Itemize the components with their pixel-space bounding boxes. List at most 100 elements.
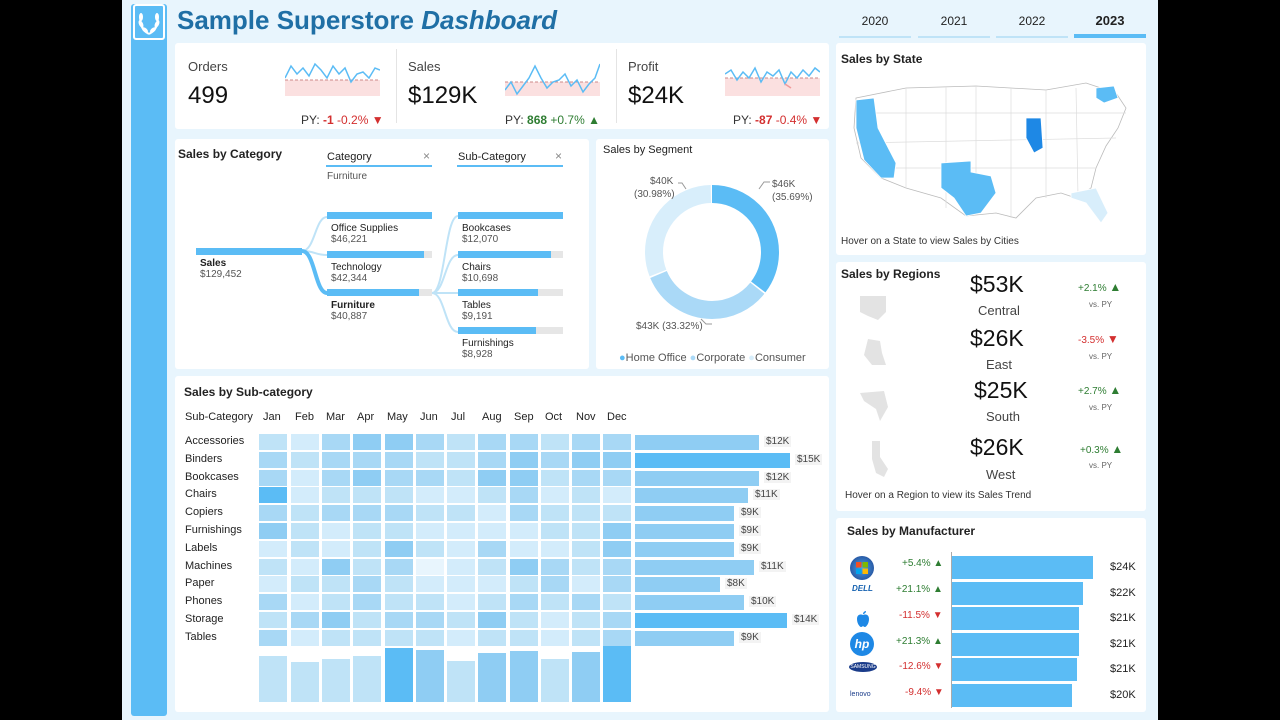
manufacturer-bar[interactable] — [952, 607, 1079, 631]
heatmap-cell[interactable] — [322, 505, 350, 522]
heatmap-cell[interactable] — [259, 540, 287, 557]
year-tab-2022[interactable]: 2022 — [996, 8, 1068, 38]
heatmap-cell[interactable] — [322, 558, 350, 575]
heatmap-cell[interactable] — [541, 487, 569, 504]
heatmap-cell[interactable] — [603, 576, 631, 593]
heatmap-cell[interactable] — [478, 523, 506, 539]
heatmap-cell[interactable] — [416, 451, 444, 468]
subcategory-total-bar[interactable] — [635, 630, 734, 646]
year-tab-2020[interactable]: 2020 — [839, 8, 911, 38]
heatmap-cell[interactable] — [385, 576, 413, 593]
heatmap-cell[interactable] — [322, 469, 350, 486]
heatmap-cell[interactable] — [353, 576, 381, 593]
category-col-header[interactable]: Category — [327, 151, 372, 163]
manufacturer-bar[interactable] — [952, 632, 1079, 656]
heatmap-cell[interactable] — [603, 540, 631, 557]
heatmap-cell[interactable] — [385, 540, 413, 557]
heatmap-cell[interactable] — [572, 434, 600, 450]
heatmap-cell[interactable] — [447, 487, 475, 504]
year-tab-2021[interactable]: 2021 — [918, 8, 990, 38]
subcategory-bar[interactable] — [458, 289, 538, 296]
heatmap-cell[interactable] — [478, 576, 506, 593]
heatmap-cell[interactable] — [572, 594, 600, 611]
heatmap-cell[interactable] — [510, 540, 538, 557]
donut-slice[interactable] — [645, 185, 779, 319]
heatmap-cell[interactable] — [478, 434, 506, 450]
heatmap-cell[interactable] — [416, 540, 444, 557]
heatmap-cell[interactable] — [478, 469, 506, 486]
heatmap-cell[interactable] — [541, 469, 569, 486]
heatmap-cell[interactable] — [603, 469, 631, 486]
heatmap-cell[interactable] — [322, 540, 350, 557]
heatmap-cell[interactable] — [478, 594, 506, 611]
root-bar[interactable] — [196, 248, 302, 255]
heatmap-cell[interactable] — [447, 558, 475, 575]
heatmap-cell[interactable] — [353, 540, 381, 557]
donut-slice[interactable] — [645, 185, 779, 319]
heatmap-cell[interactable] — [353, 558, 381, 575]
heatmap-cell[interactable] — [322, 451, 350, 468]
subcategory-bar[interactable] — [458, 251, 551, 258]
heatmap-cell[interactable] — [447, 576, 475, 593]
heatmap-cell[interactable] — [416, 629, 444, 646]
subcategory-total-bar[interactable] — [635, 613, 787, 628]
month-total-bar[interactable] — [416, 650, 444, 702]
heatmap-cell[interactable] — [416, 523, 444, 539]
heatmap-cell[interactable] — [572, 629, 600, 646]
heatmap-cell[interactable] — [603, 523, 631, 539]
heatmap-cell[interactable] — [385, 434, 413, 450]
close-icon[interactable]: × — [555, 149, 563, 163]
subcategory-col-header[interactable]: Sub-Category — [458, 151, 526, 163]
subcategory-total-bar[interactable] — [635, 577, 720, 593]
heatmap-cell[interactable] — [603, 451, 631, 468]
heatmap-cell[interactable] — [322, 594, 350, 611]
heatmap-cell[interactable] — [353, 629, 381, 646]
heatmap-cell[interactable] — [291, 487, 319, 504]
heatmap-cell[interactable] — [385, 629, 413, 646]
heatmap-cell[interactable] — [291, 523, 319, 539]
heatmap-cell[interactable] — [572, 469, 600, 486]
heatmap-cell[interactable] — [478, 629, 506, 646]
heatmap-cell[interactable] — [572, 576, 600, 593]
heatmap-cell[interactable] — [478, 558, 506, 575]
subcategory-total-bar[interactable] — [635, 506, 734, 522]
heatmap-cell[interactable] — [259, 523, 287, 539]
heatmap-cell[interactable] — [416, 487, 444, 504]
heatmap-cell[interactable] — [572, 612, 600, 628]
heatmap-cell[interactable] — [291, 540, 319, 557]
heatmap-cell[interactable] — [259, 434, 287, 450]
heatmap-cell[interactable] — [541, 434, 569, 450]
heatmap-cell[interactable] — [259, 451, 287, 468]
heatmap-cell[interactable] — [291, 629, 319, 646]
month-total-bar[interactable] — [385, 648, 413, 702]
heatmap-cell[interactable] — [322, 576, 350, 593]
heatmap-cell[interactable] — [478, 540, 506, 557]
month-total-bar[interactable] — [353, 656, 381, 702]
heatmap-cell[interactable] — [572, 505, 600, 522]
subcategory-bar[interactable] — [458, 327, 536, 334]
heatmap-cell[interactable] — [322, 523, 350, 539]
month-total-bar[interactable] — [603, 646, 631, 702]
us-state-map[interactable] — [846, 68, 1136, 228]
heatmap-cell[interactable] — [291, 469, 319, 486]
heatmap-cell[interactable] — [603, 505, 631, 522]
close-icon[interactable]: × — [423, 149, 431, 163]
heatmap-cell[interactable] — [416, 612, 444, 628]
heatmap-cell[interactable] — [291, 558, 319, 575]
heatmap-cell[interactable] — [416, 558, 444, 575]
heatmap-cell[interactable] — [259, 629, 287, 646]
heatmap-cell[interactable] — [510, 558, 538, 575]
heatmap-cell[interactable] — [291, 434, 319, 450]
month-total-bar[interactable] — [541, 659, 569, 702]
heatmap-cell[interactable] — [385, 487, 413, 504]
heatmap-cell[interactable] — [541, 451, 569, 468]
heatmap-cell[interactable] — [572, 451, 600, 468]
heatmap-cell[interactable] — [291, 594, 319, 611]
manufacturer-bar[interactable] — [952, 556, 1093, 579]
month-total-bar[interactable] — [572, 652, 600, 702]
heatmap-cell[interactable] — [572, 540, 600, 557]
subcategory-total-bar[interactable] — [635, 595, 744, 611]
heatmap-cell[interactable] — [447, 612, 475, 628]
heatmap-cell[interactable] — [353, 434, 381, 450]
heatmap-cell[interactable] — [572, 487, 600, 504]
